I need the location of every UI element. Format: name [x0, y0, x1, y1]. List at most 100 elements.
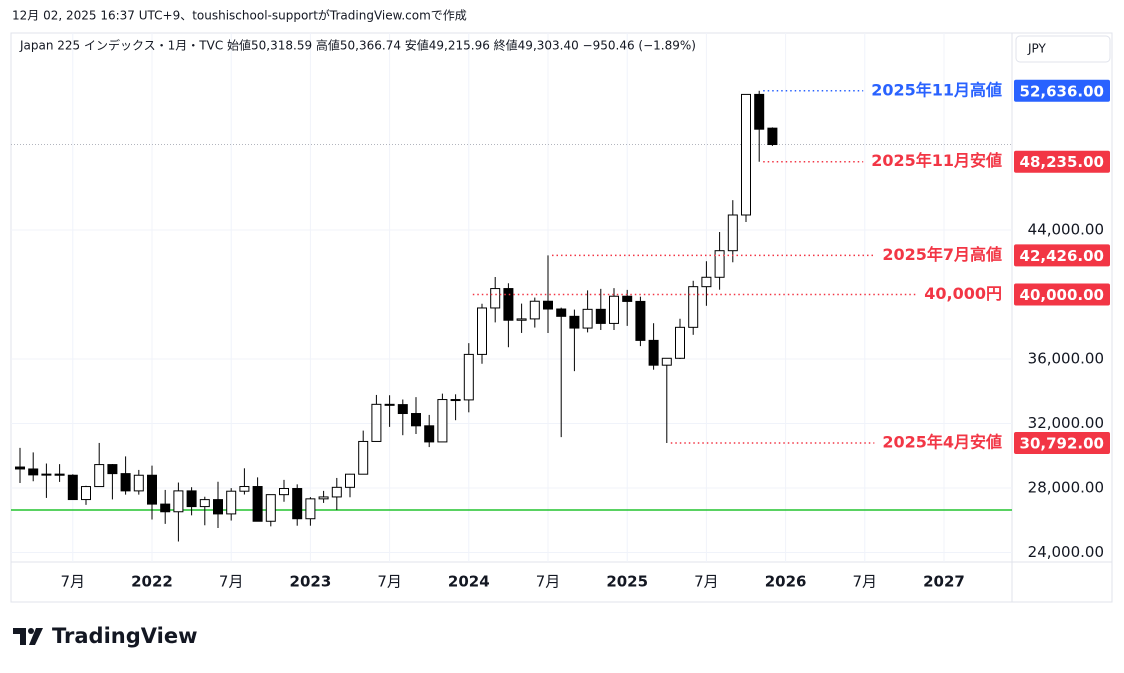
- annotation-label: 2025年11月高値: [871, 80, 1002, 99]
- candle-body: [41, 473, 52, 476]
- x-tick-label: 2022: [131, 573, 173, 591]
- x-tick-label: 2023: [290, 573, 332, 591]
- candle-body: [173, 490, 184, 513]
- x-tick-label: 2026: [765, 573, 807, 591]
- candle-body: [437, 399, 448, 443]
- candle-body: [648, 339, 659, 366]
- frame: [10, 32, 1113, 603]
- candle-body: [120, 473, 131, 492]
- candle-body: [727, 214, 738, 252]
- x-tick-label: 2027: [923, 573, 965, 591]
- candle-body: [292, 488, 303, 520]
- x-tick-label: 7月: [219, 573, 244, 591]
- candle-body: [516, 318, 527, 321]
- candle-body: [622, 295, 633, 302]
- x-tick-label: 2024: [448, 573, 490, 591]
- candle-body: [490, 288, 501, 309]
- candle-body: [239, 486, 250, 492]
- candle-body: [397, 404, 408, 415]
- annotation-label: 2025年11月安値: [871, 151, 1002, 170]
- candle-body: [556, 308, 567, 317]
- candle-body: [28, 468, 39, 476]
- price-badge: [1014, 431, 1110, 454]
- created-note: 12月 02, 2025 16:37 UTC+9、toushischool-su…: [12, 8, 467, 23]
- candle-body: [688, 286, 699, 328]
- candle-body: [305, 498, 316, 520]
- candle-body: [569, 315, 580, 329]
- candle-body: [529, 300, 540, 320]
- x-tick-label: 7月: [61, 573, 86, 591]
- candle-body: [701, 276, 712, 288]
- candle-body: [635, 300, 646, 341]
- candle-body: [226, 490, 237, 515]
- candle-body: [252, 486, 263, 522]
- candle-body: [345, 473, 355, 488]
- candle-body: [94, 464, 105, 488]
- candle-body: [503, 288, 514, 321]
- price-badge: [1014, 79, 1110, 102]
- annotation-label: 2025年4月安値: [882, 432, 1002, 451]
- price-badge-label: 48,235.00: [1020, 153, 1104, 171]
- candle-body: [318, 496, 329, 500]
- candle-body: [199, 499, 210, 508]
- candle-body: [186, 490, 197, 508]
- x-tick-label: 7月: [536, 573, 561, 591]
- y-tick-label: 36,000.00: [1028, 350, 1104, 368]
- candle-body: [213, 499, 223, 515]
- price-badge: [1014, 150, 1110, 173]
- candle-body: [595, 308, 606, 324]
- price-badge-label: 30,792.00: [1020, 434, 1104, 452]
- x-tick-label: 7月: [853, 573, 878, 591]
- candle-body: [450, 399, 461, 402]
- candle-body: [265, 494, 276, 522]
- annotation-label: 40,000円: [924, 284, 1002, 303]
- logo-icon: [13, 628, 43, 645]
- candle-body: [107, 464, 118, 475]
- price-badge: [1014, 244, 1110, 267]
- candle-body: [371, 403, 382, 442]
- currency[interactable]: JPY: [1027, 42, 1047, 56]
- candle-body: [384, 403, 395, 406]
- x-tick-label: 7月: [377, 573, 402, 591]
- candle-body: [675, 326, 685, 359]
- candle-body: [54, 473, 65, 476]
- candle-body: [609, 295, 619, 324]
- candle-body: [67, 474, 78, 501]
- candle-body: [767, 127, 778, 146]
- candle-body: [741, 93, 751, 216]
- y-tick-label: 32,000.00: [1028, 414, 1104, 432]
- marks: [11, 90, 1012, 542]
- candle-body: [147, 474, 157, 505]
- candle-body: [661, 357, 672, 366]
- candle-body: [411, 413, 421, 427]
- candle-body: [543, 300, 553, 310]
- candle-body: [582, 308, 593, 329]
- candle-body: [160, 503, 171, 513]
- candle-body: [133, 474, 144, 492]
- currency-button[interactable]: [1015, 35, 1111, 63]
- logo-text: TradingView: [52, 624, 197, 648]
- y-tick-label: 28,000.00: [1028, 478, 1104, 496]
- candle-body: [463, 353, 474, 401]
- price-badge-label: 52,636.00: [1020, 82, 1104, 100]
- annotation-label: 2025年7月高値: [882, 245, 1002, 264]
- y-tick-label: 24,000.00: [1028, 543, 1104, 561]
- x-tick-label: 2025: [606, 573, 648, 591]
- x-tick-label: 7月: [694, 573, 719, 591]
- candle-body: [331, 486, 342, 498]
- legend: Japan 225 インデックス・1月・TVC 始値50,318.59 高値50…: [19, 38, 696, 53]
- candle-body: [15, 466, 25, 470]
- price-badge-label: 40,000.00: [1020, 286, 1104, 304]
- candle-body: [279, 488, 289, 496]
- y-tick-label: 44,000.00: [1028, 221, 1104, 239]
- candle-body: [358, 440, 369, 475]
- candle-body: [754, 93, 765, 130]
- candle-body: [424, 425, 435, 443]
- candle-body: [714, 250, 725, 278]
- price-badge: [1014, 283, 1110, 306]
- candle-body: [477, 307, 487, 355]
- price-badge-label: 42,426.00: [1020, 247, 1104, 265]
- candle-body: [81, 486, 91, 501]
